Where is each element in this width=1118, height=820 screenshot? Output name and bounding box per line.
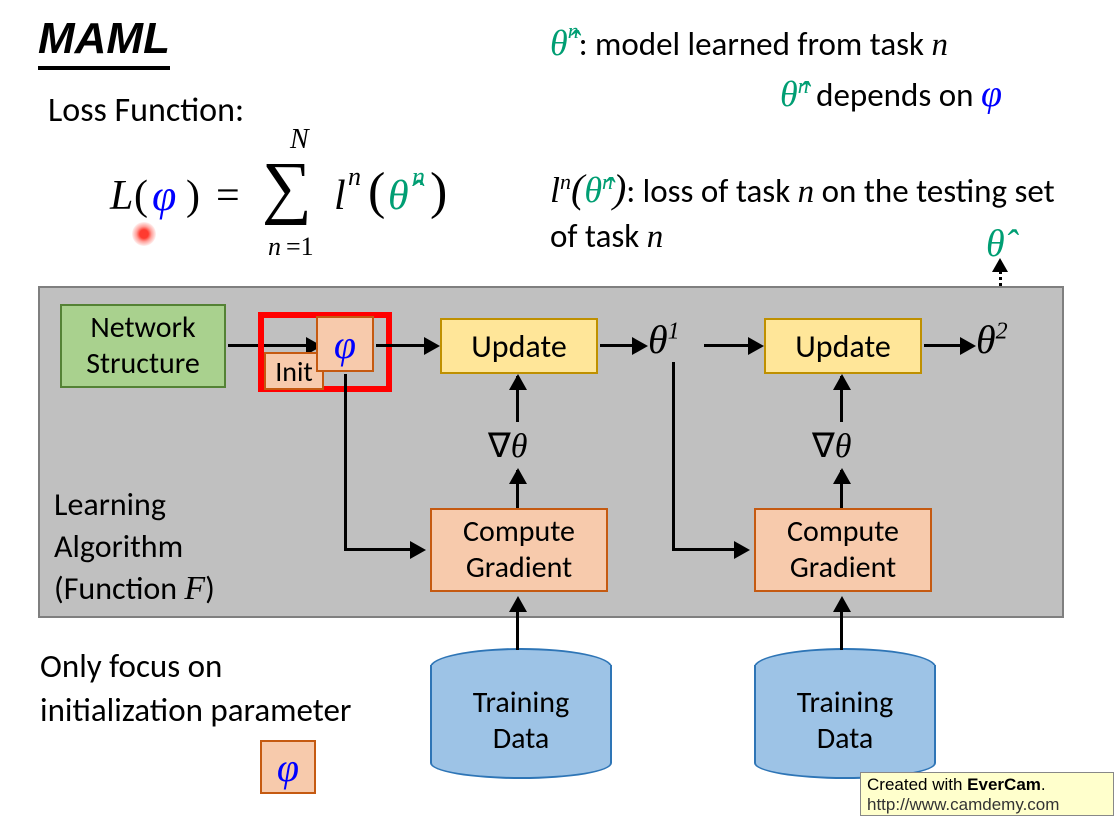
arrow-head-3	[632, 337, 648, 355]
elbow-phi-h	[344, 548, 414, 551]
arrow-head-4	[748, 337, 764, 355]
elbow-th1-v	[672, 362, 675, 550]
grad-label-1: ∇θ	[488, 426, 527, 466]
elbow-th1-h	[672, 548, 738, 551]
arrow-train1-up	[516, 610, 519, 650]
arrow-head-5	[960, 337, 976, 355]
loss-formula: L ( φ ) = N ∑ n =1 l n ( θ̂ n )	[110, 132, 460, 272]
arrow-head-8	[833, 374, 851, 390]
elbow-phi-v	[344, 374, 347, 550]
grad-label-2: ∇θ	[812, 426, 851, 466]
loss-label: Loss Function:	[48, 90, 244, 131]
annot-loss: ln(θ̂n): loss of task n on the testing s…	[550, 160, 1060, 259]
evercam-watermark: Created with EverCam. http://www.camdemy…	[860, 772, 1114, 816]
arrow-head-6	[509, 374, 527, 390]
arrow-head-2	[424, 337, 440, 355]
bottom-phi: φ	[260, 740, 316, 794]
arrow-head-7	[509, 468, 527, 484]
arrow-head-up-dotted	[992, 258, 1008, 272]
arrow-head-13	[833, 596, 851, 612]
page-title: MAML	[38, 14, 170, 70]
arrow-head-12	[509, 596, 527, 612]
laser-pointer	[132, 222, 156, 246]
learning-algo-label: Learning Algorithm (Function F)	[54, 484, 215, 610]
arrow-th1-upd2	[704, 344, 752, 347]
arrow-head-9	[833, 468, 851, 484]
node-network-structure: NetworkStructure	[60, 304, 226, 388]
node-compute-grad-1: ComputeGradient	[430, 508, 608, 592]
node-compute-grad-2: ComputeGradient	[754, 508, 932, 592]
arrow-phi-upd1	[376, 344, 428, 347]
arrow-train2-up	[840, 610, 843, 650]
node-theta2: θ2	[976, 316, 1008, 363]
arrow-head-10	[410, 541, 426, 559]
arrow-head-11	[734, 541, 750, 559]
arrow-upd2-th2	[924, 344, 964, 347]
node-theta1: θ1	[648, 316, 680, 363]
node-phi: φ	[316, 316, 374, 372]
annot-theta-depends: θ̂n depends on φ	[780, 72, 1002, 116]
arrow-upd1-th1	[600, 344, 636, 347]
annot-theta-model: θ̂n: model learned from task n	[550, 22, 948, 64]
node-init: Init	[264, 352, 324, 390]
node-update-1: Update	[440, 318, 598, 374]
bottom-note: Only focus on initialization parameter	[40, 644, 351, 732]
node-update-2: Update	[764, 318, 922, 374]
